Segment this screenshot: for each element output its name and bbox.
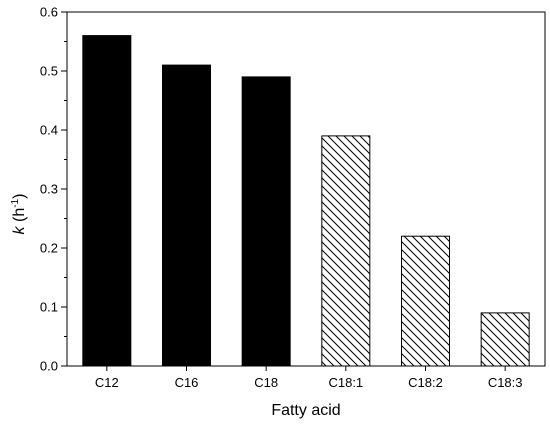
y-tick-label: 0.4 bbox=[40, 123, 58, 138]
x-tick-label-C12: C12 bbox=[95, 375, 119, 390]
bar-C18-3 bbox=[480, 312, 530, 367]
y-tick-label: 0.1 bbox=[40, 300, 58, 315]
y-tick-label: 0.3 bbox=[40, 182, 58, 197]
y-tick-label: 0.6 bbox=[40, 5, 58, 20]
bar-C12 bbox=[82, 35, 132, 367]
axes-group: 0.0 0.1 0.2 0.3 0.4 0.5 0.6 C12 C16 C18 C18:1 C18:2… bbox=[40, 5, 546, 390]
y-axis-title: k (h-1) bbox=[10, 194, 28, 235]
plot-frame bbox=[66, 11, 546, 367]
bar-C18 bbox=[241, 76, 291, 367]
bar-C16 bbox=[162, 64, 211, 367]
y-axis-unit-close: ) bbox=[11, 194, 28, 199]
x-axis-title: Fatty acid bbox=[271, 402, 340, 419]
x-tick-label-C18-3: C18:3 bbox=[488, 375, 523, 390]
bar-C18-2 bbox=[401, 235, 450, 367]
y-tick-label: 0.0 bbox=[40, 359, 58, 374]
x-tick-label-C16: C16 bbox=[175, 375, 199, 390]
y-tick-label: 0.5 bbox=[40, 64, 58, 79]
x-tick-label-C18-1: C18:1 bbox=[328, 375, 363, 390]
y-axis-unit-open: (h bbox=[11, 208, 28, 222]
x-tick-label-C18: C18 bbox=[254, 375, 278, 390]
bars-group bbox=[82, 35, 530, 367]
y-axis-symbol: k bbox=[11, 225, 28, 234]
y-axis-unit-exponent: -1 bbox=[10, 198, 21, 207]
x-tick-label-C18-2: C18:2 bbox=[408, 375, 443, 390]
y-tick-label: 0.2 bbox=[40, 241, 58, 256]
bar-C18-1 bbox=[321, 135, 371, 367]
